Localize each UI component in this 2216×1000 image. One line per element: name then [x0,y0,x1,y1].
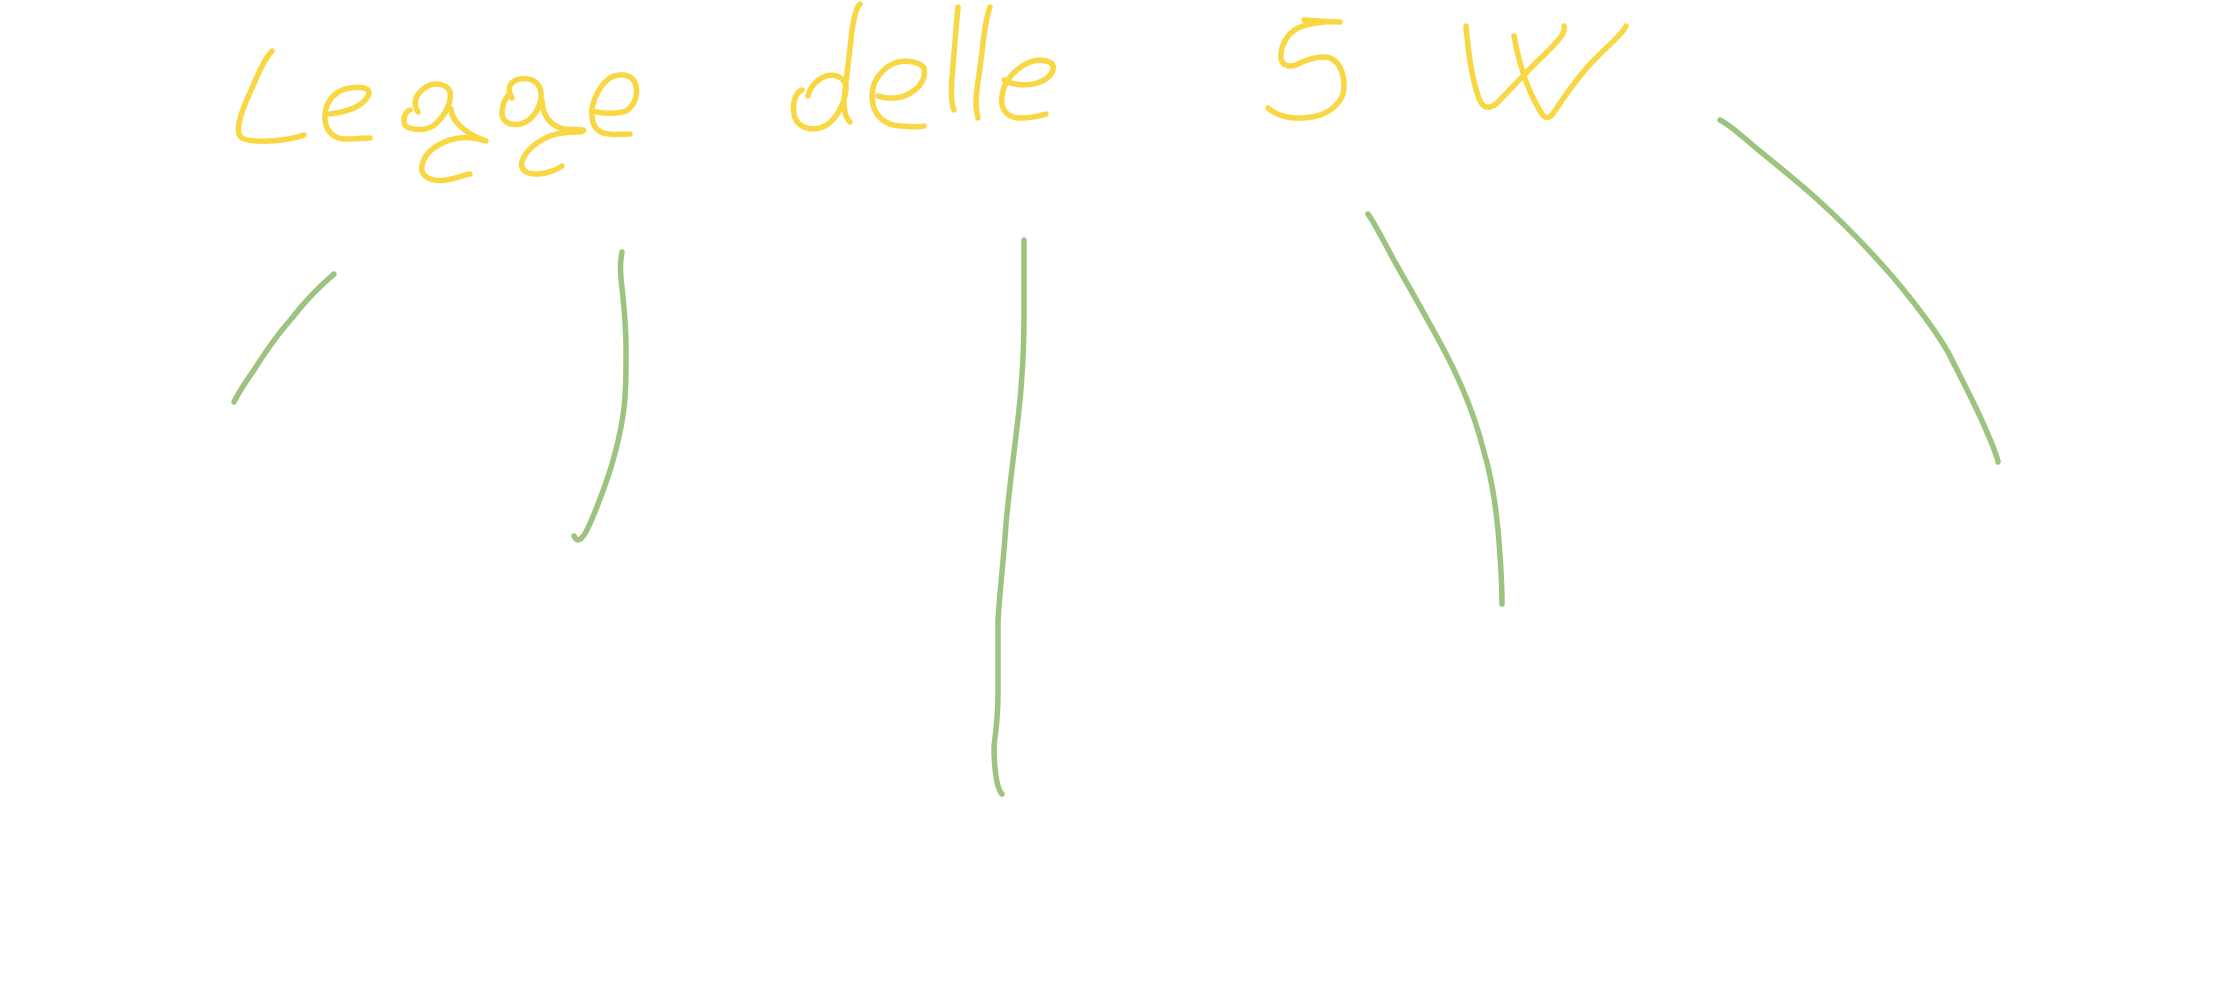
digit-5 [1265,17,1347,121]
letter-L [235,48,307,144]
branch-line-where [1365,211,1505,607]
branch-line-when [991,237,1027,797]
branch-line-why [1717,117,2001,465]
branch-line-who [231,271,337,405]
letter-e [322,84,373,142]
letter-e-3 [869,58,928,130]
branch-lines [231,117,2001,797]
letter-g-2 [499,75,587,177]
letter-l [948,4,961,113]
letter-l-2 [973,4,993,121]
letter-g-1 [401,81,489,184]
branch-line-what [571,249,629,543]
letter-d [790,1,863,132]
letter-e-2 [589,72,640,138]
letter-e-4 [998,57,1056,121]
letter-W [1463,23,1629,121]
handwritten-title [235,1,1629,184]
